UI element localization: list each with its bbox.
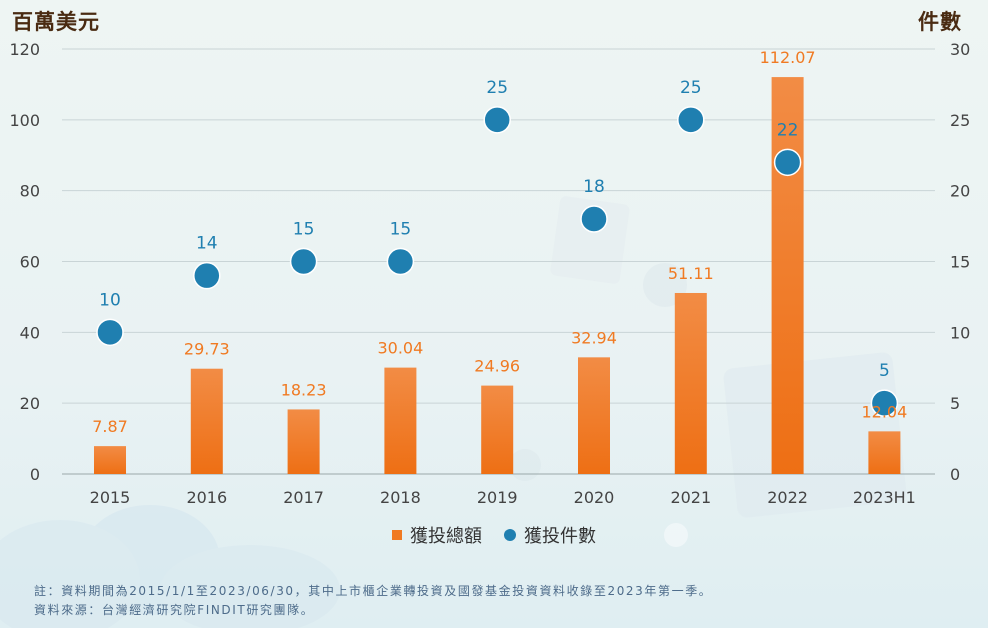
count-point [773,148,802,177]
x-tick-label: 2016 [186,488,227,507]
x-tick-label: 2015 [90,488,131,507]
right-tick-label: 10 [950,323,970,342]
count-value-label: 25 [680,78,702,98]
count-value-label: 10 [99,290,121,310]
bar [674,292,707,474]
count-value-label: 22 [777,120,799,140]
count-value-label: 14 [196,234,218,254]
right-tick-label: 30 [950,40,970,59]
bar [771,77,804,474]
count-point [96,318,124,347]
count-point [193,261,221,290]
left-tick-label: 100 [9,111,40,130]
count-value-label: 15 [390,220,412,240]
count-value-label: 25 [486,78,508,98]
bar-value-label: 30.04 [377,339,423,358]
count-value-label: 18 [583,177,605,197]
bar [481,385,514,474]
right-tick-label: 20 [950,182,970,201]
left-tick-label: 40 [20,323,40,342]
legend-bar-swatch [392,530,402,540]
background-decoration [0,196,907,628]
legend-bar-label: 獲投總額 [410,526,482,547]
count-point [483,106,511,134]
x-tick-label: 2018 [380,488,421,507]
x-tick-label: 2020 [574,488,615,507]
x-tick-label: 2022 [767,488,808,507]
bar [287,409,320,474]
right-tick-label: 0 [950,465,960,484]
left-axis-unit: 百萬美元 [12,10,100,34]
left-tick-label: 0 [30,465,40,484]
x-tick-label: 2019 [477,488,518,507]
right-tick-label: 5 [950,394,960,413]
bar-value-label: 32.94 [571,328,617,347]
bar [94,446,126,474]
count-point [677,106,705,134]
footnotes: 註：資料期間為2015/1/1至2023/06/30，其中上市櫃企業轉投資及國發… [34,582,712,620]
bar-value-label: 12.04 [861,402,907,421]
bar-value-label: 18.23 [281,380,327,399]
left-tick-label: 80 [20,182,40,201]
x-tick-label: 2021 [670,488,711,507]
legend-item-dots: 獲投件數 [504,522,596,548]
left-tick-label: 20 [20,394,40,413]
bar-value-label: 7.87 [92,417,128,436]
right-tick-label: 15 [950,253,970,272]
bar [190,368,223,474]
count-point [386,247,415,276]
legend-dot-label: 獲投件數 [524,526,596,547]
bar-value-label: 29.73 [184,340,230,359]
footnote-source: 資料來源：台灣經濟研究院FINDIT研究團隊。 [34,603,315,617]
footnote-note: 註：資料期間為2015/1/1至2023/06/30，其中上市櫃企業轉投資及國發… [34,584,713,598]
right-axis-unit: 件數 [918,10,962,34]
bar-value-label: 24.96 [474,357,520,376]
legend-item-bars: 獲投總額 [392,522,482,548]
right-tick-label: 25 [950,111,970,130]
bar-value-label: 51.11 [668,264,714,283]
chart-legend: 獲投總額 獲投件數 [0,522,988,548]
bar-value-label: 112.07 [760,48,816,67]
count-point [289,247,318,276]
x-tick-label: 2023H1 [853,488,916,507]
count-value-label: 15 [293,220,315,240]
count-point [580,205,608,233]
bar [578,357,610,474]
count-point [870,389,899,417]
legend-dot-swatch [504,529,516,541]
left-tick-label: 120 [9,40,40,59]
x-tick-label: 2017 [283,488,324,507]
bar [384,367,417,474]
count-value-label: 5 [879,361,890,381]
left-tick-label: 60 [20,253,40,272]
bar [868,431,901,474]
